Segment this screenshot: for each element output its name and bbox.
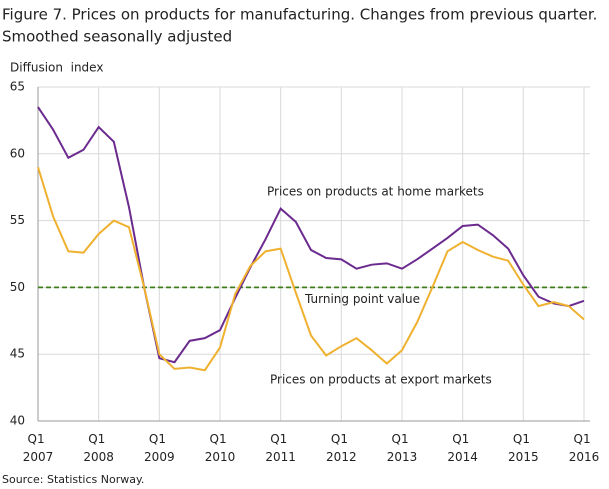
series-label: Prices on products at export markets [270,373,492,387]
x-tick-label: Q1 2008 [83,432,114,464]
x-tick-label: Q1 2012 [326,432,357,464]
x-tick-label: Q1 2011 [265,432,296,464]
series-line [37,166,585,372]
y-tick-label: 65 [10,80,25,94]
x-tick-label: Q1 2007 [23,432,54,464]
chart-title: Smoothed seasonally adjusted [2,28,232,46]
series-line [37,106,585,364]
x-tick-label: Q1 2016 [569,432,600,464]
x-tick-label: Q1 2013 [387,432,418,464]
y-tick-label: 45 [10,347,25,361]
chart-title: Figure 7. Prices on products for manufac… [2,6,597,24]
y-tick-label: 55 [10,213,25,227]
series-label: Prices on products at home markets [267,185,484,199]
y-tick-label: 50 [10,280,25,294]
reference-label: Turning point value [304,292,420,306]
x-tick-label: Q1 2015 [508,432,539,464]
source: Source: Statistics Norway. [2,473,144,486]
y-tick-label: 40 [10,414,25,428]
x-tick-label: Q1 2009 [144,432,175,464]
x-tick-label: Q1 2010 [205,432,236,464]
x-tick-label: Q1 2014 [447,432,478,464]
y-axis-label: Diffusion index [10,61,103,75]
y-tick-label: 60 [10,146,25,160]
